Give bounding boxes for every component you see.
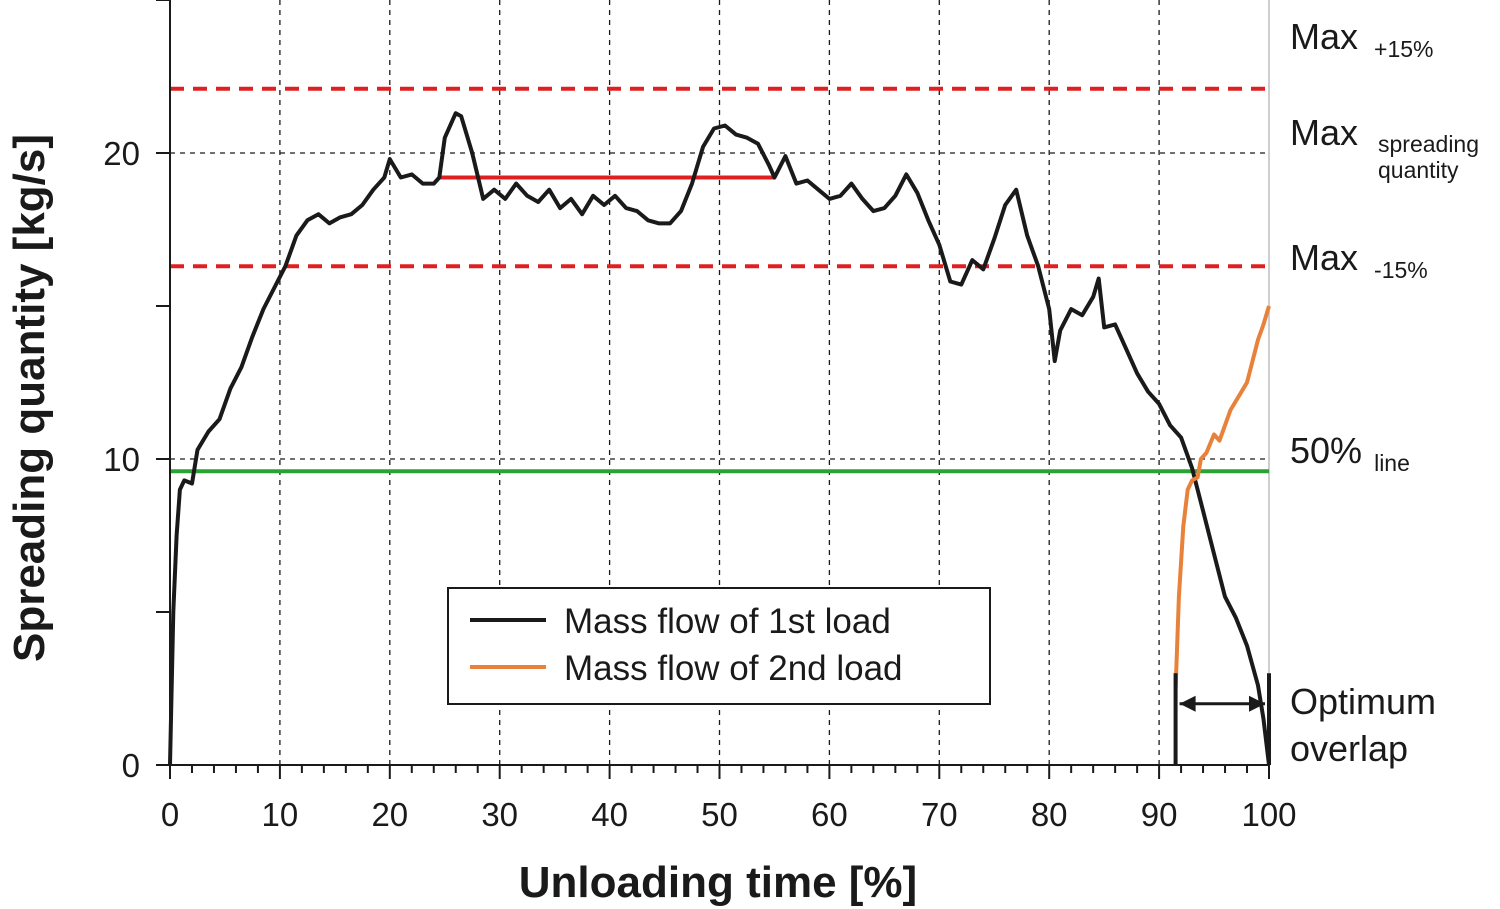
y-tick-label-10: 10 bbox=[103, 441, 140, 478]
legend-box bbox=[447, 587, 991, 705]
x-tick-label-90: 90 bbox=[1141, 796, 1178, 833]
x-tick-label-40: 40 bbox=[591, 796, 628, 833]
series-line-1 bbox=[168, 111, 1271, 766]
label-max-spreading: Max bbox=[1290, 112, 1358, 153]
x-tick-label-60: 60 bbox=[811, 796, 848, 833]
x-tick-label-10: 10 bbox=[262, 796, 299, 833]
overlap-annotation bbox=[1173, 673, 1271, 765]
y-axis-title: Spreading quantity [kg/s] bbox=[5, 134, 54, 662]
legend-label-2nd-load: Mass flow of 2nd load bbox=[564, 649, 903, 688]
legend: Mass flow of 1st load Mass flow of 2nd l… bbox=[447, 587, 991, 705]
label-max-minus15: Max -15% bbox=[1290, 237, 1428, 283]
x-tick-label-0: 0 bbox=[161, 796, 179, 833]
y-tick-label-0: 0 bbox=[122, 747, 140, 784]
x-tick-label-30: 30 bbox=[481, 796, 518, 833]
label-spreading: spreading bbox=[1378, 131, 1479, 157]
series-line-2 bbox=[1173, 305, 1271, 689]
label-quantity: quantity bbox=[1378, 157, 1459, 183]
x-tick-label-20: 20 bbox=[371, 796, 408, 833]
y-tick-label-20: 20 bbox=[103, 135, 140, 172]
axes bbox=[156, 0, 1270, 779]
legend-label-1st-load: Mass flow of 1st load bbox=[564, 602, 891, 641]
overlap-arrow-head-left bbox=[1179, 695, 1196, 712]
x-tick-label-100: 100 bbox=[1241, 796, 1296, 833]
series-lines bbox=[168, 111, 1271, 766]
label-overlap: overlap bbox=[1290, 728, 1408, 769]
tick-labels: 0 10 20 30 40 50 60 70 80 90 100 0 10 20 bbox=[103, 135, 1296, 833]
label-optimum: Optimum bbox=[1290, 681, 1436, 722]
reference-lines bbox=[170, 86, 1269, 474]
reference-labels: Max +15% Max spreading quantity Max -15%… bbox=[1290, 16, 1479, 769]
x-axis-title: Unloading time [%] bbox=[519, 858, 917, 907]
x-tick-label-70: 70 bbox=[921, 796, 958, 833]
overlap-arrow-head-right bbox=[1249, 695, 1265, 712]
label-max-plus15: Max +15% bbox=[1290, 16, 1434, 62]
x-tick-label-80: 80 bbox=[1031, 796, 1068, 833]
x-tick-label-50: 50 bbox=[701, 796, 738, 833]
label-50-line: 50% line bbox=[1290, 430, 1410, 476]
grid bbox=[170, 0, 1270, 765]
